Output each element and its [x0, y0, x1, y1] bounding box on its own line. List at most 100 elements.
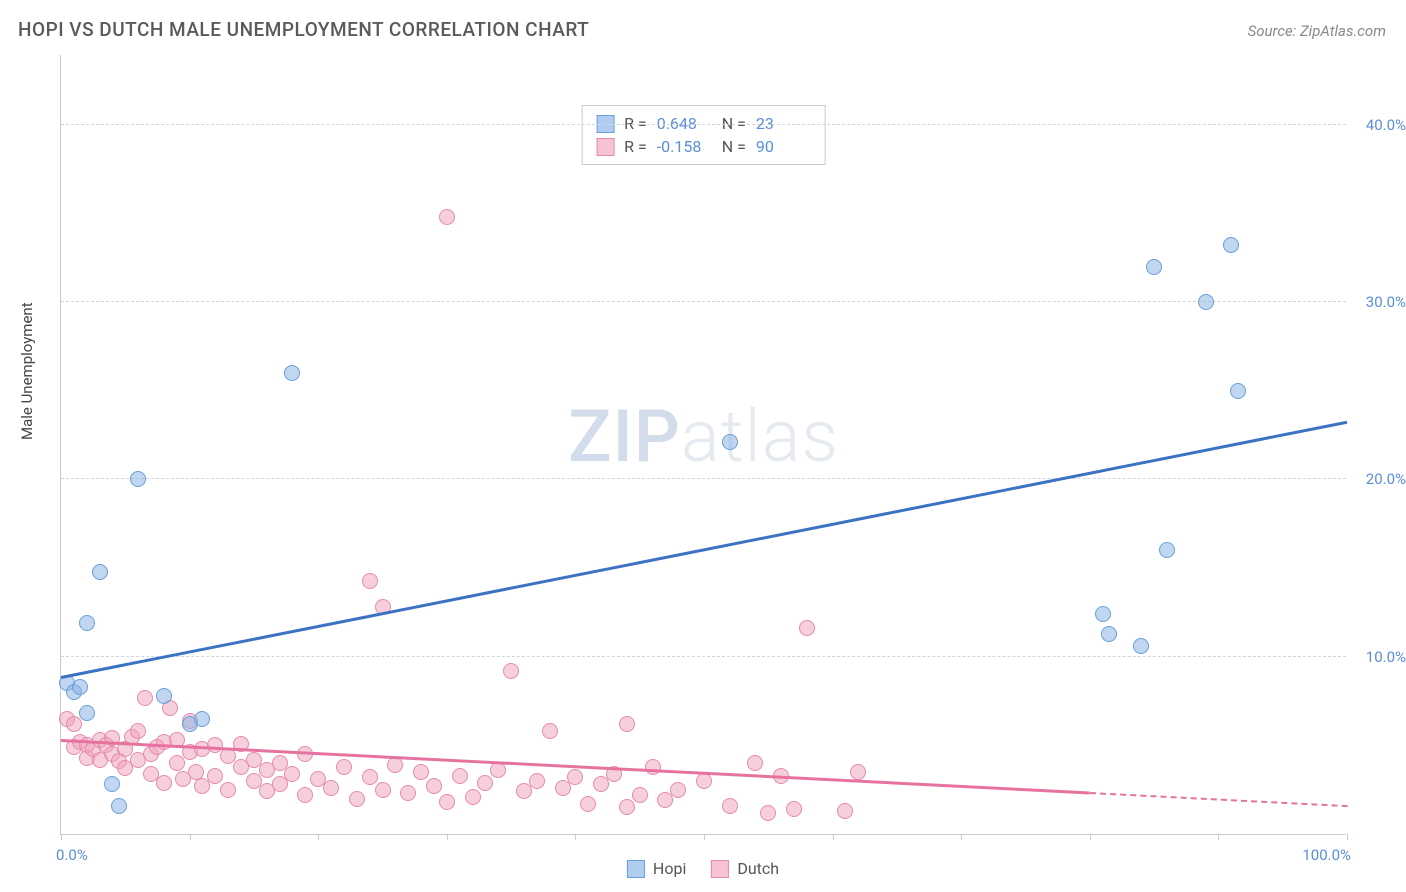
regression-line-hopi [61, 420, 1347, 678]
data-point-dutch [799, 620, 815, 636]
data-point-hopi [1159, 542, 1175, 558]
gridline [61, 124, 1346, 125]
data-point-dutch [362, 573, 378, 589]
x-axis-max-label: 100.0% [1302, 846, 1351, 864]
data-point-hopi [92, 564, 108, 580]
data-point-dutch [786, 801, 802, 817]
x-tick [1347, 834, 1348, 840]
data-point-dutch [619, 799, 635, 815]
data-point-dutch [169, 755, 185, 771]
swatch-pink [596, 138, 614, 156]
data-point-dutch [66, 716, 82, 732]
data-point-dutch [207, 768, 223, 784]
data-point-dutch [516, 783, 532, 799]
data-point-dutch [465, 789, 481, 805]
data-point-dutch [760, 805, 776, 821]
data-point-dutch [619, 716, 635, 732]
series-legend: Hopi Dutch [627, 859, 779, 878]
data-point-hopi [104, 776, 120, 792]
data-point-dutch [137, 690, 153, 706]
watermark: ZIPatlas [568, 394, 839, 479]
data-point-hopi [79, 705, 95, 721]
gridline [61, 656, 1346, 657]
y-tick-label: 20.0% [1351, 470, 1406, 488]
data-point-dutch [387, 757, 403, 773]
data-point-dutch [632, 787, 648, 803]
x-tick [575, 834, 576, 840]
y-tick-label: 30.0% [1351, 293, 1406, 311]
data-point-dutch [593, 776, 609, 792]
x-tick [1090, 834, 1091, 840]
data-point-dutch [503, 663, 519, 679]
stats-row-dutch: R = -0.158 N = 90 [596, 135, 811, 158]
data-point-hopi [1198, 294, 1214, 310]
data-point-hopi [72, 679, 88, 695]
data-point-dutch [439, 209, 455, 225]
data-point-hopi [1101, 626, 1117, 642]
gridline [61, 478, 1346, 479]
data-point-dutch [490, 762, 506, 778]
stats-legend-box: R = 0.648 N = 23 R = -0.158 N = 90 [581, 105, 826, 165]
data-point-dutch [375, 782, 391, 798]
legend-item-hopi: Hopi [627, 859, 686, 878]
plot-area: ZIPatlas R = 0.648 N = 23 R = -0.158 N =… [60, 55, 1346, 835]
chart-title: HOPI VS DUTCH MALE UNEMPLOYMENT CORRELAT… [18, 18, 589, 41]
data-point-dutch [426, 778, 442, 794]
data-point-hopi [1223, 237, 1239, 253]
y-tick-label: 40.0% [1351, 116, 1406, 134]
data-point-dutch [400, 785, 416, 801]
data-point-hopi [156, 688, 172, 704]
data-point-dutch [220, 782, 236, 798]
x-axis-min-label: 0.0% [56, 846, 88, 864]
data-point-dutch [439, 794, 455, 810]
data-point-dutch [477, 775, 493, 791]
data-point-dutch [297, 787, 313, 803]
data-point-dutch [336, 759, 352, 775]
data-point-dutch [272, 776, 288, 792]
data-point-dutch [555, 780, 571, 796]
data-point-dutch [722, 798, 738, 814]
x-tick [61, 834, 62, 840]
swatch-pink [711, 860, 729, 878]
y-tick-label: 10.0% [1351, 648, 1406, 666]
x-tick [833, 834, 834, 840]
data-point-dutch [657, 792, 673, 808]
regression-line-dutch-extrapolated [1090, 792, 1347, 807]
data-point-dutch [567, 769, 583, 785]
x-tick [190, 834, 191, 840]
x-tick [961, 834, 962, 840]
data-point-dutch [362, 769, 378, 785]
data-point-dutch [413, 764, 429, 780]
data-point-dutch [156, 775, 172, 791]
x-tick [318, 834, 319, 840]
data-point-dutch [349, 791, 365, 807]
data-point-hopi [194, 711, 210, 727]
x-tick [447, 834, 448, 840]
data-point-dutch [529, 773, 545, 789]
data-point-hopi [1230, 383, 1246, 399]
data-point-dutch [452, 768, 468, 784]
data-point-dutch [194, 778, 210, 794]
data-point-dutch [284, 766, 300, 782]
data-point-hopi [284, 365, 300, 381]
data-point-hopi [111, 798, 127, 814]
data-point-dutch [837, 803, 853, 819]
data-point-dutch [580, 796, 596, 812]
data-point-hopi [130, 471, 146, 487]
chart-container: HOPI VS DUTCH MALE UNEMPLOYMENT CORRELAT… [10, 10, 1396, 882]
data-point-hopi [722, 434, 738, 450]
source-attribution: Source: ZipAtlas.com [1248, 22, 1386, 40]
data-point-dutch [850, 764, 866, 780]
gridline [61, 301, 1346, 302]
data-point-dutch [645, 759, 661, 775]
data-point-hopi [79, 615, 95, 631]
data-point-dutch [670, 782, 686, 798]
data-point-hopi [1095, 606, 1111, 622]
data-point-hopi [1133, 638, 1149, 654]
data-point-hopi [1146, 259, 1162, 275]
data-point-dutch [542, 723, 558, 739]
data-point-dutch [323, 780, 339, 796]
swatch-blue [627, 860, 645, 878]
data-point-dutch [696, 773, 712, 789]
x-tick [704, 834, 705, 840]
